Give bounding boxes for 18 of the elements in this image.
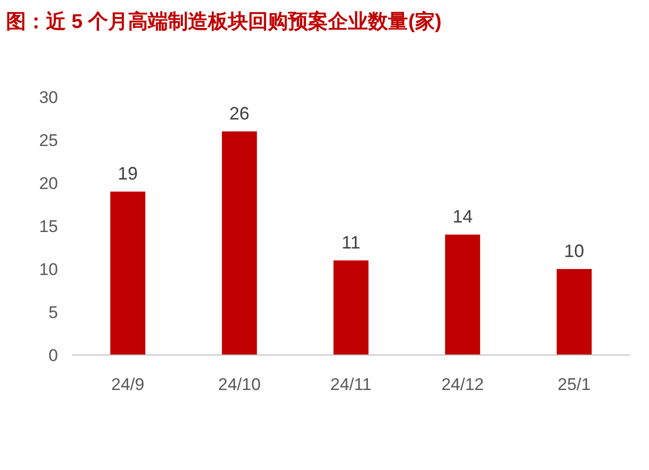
x-tick-label: 24/11: [330, 375, 372, 394]
y-tick-label: 30: [39, 88, 58, 107]
y-tick-label: 20: [39, 174, 58, 193]
data-label: 19: [118, 164, 138, 184]
x-tick-label: 24/10: [218, 375, 261, 394]
data-label: 11: [342, 232, 360, 252]
x-tick-label: 25/1: [558, 375, 591, 394]
y-tick-label: 5: [48, 303, 58, 322]
x-tick-label: 24/12: [441, 375, 484, 394]
x-tick-label: 24/9: [111, 375, 144, 394]
y-tick-label: 0: [48, 346, 58, 365]
data-label: 10: [564, 241, 584, 261]
y-tick-label: 10: [39, 260, 58, 279]
title: 图：近 5 个月高端制造板块回购预案企业数量(家): [6, 11, 442, 33]
data-label: 14: [452, 206, 473, 227]
y-tick-label: 25: [39, 131, 58, 150]
data-label: 26: [229, 103, 250, 124]
y-tick-label: 15: [39, 217, 58, 236]
